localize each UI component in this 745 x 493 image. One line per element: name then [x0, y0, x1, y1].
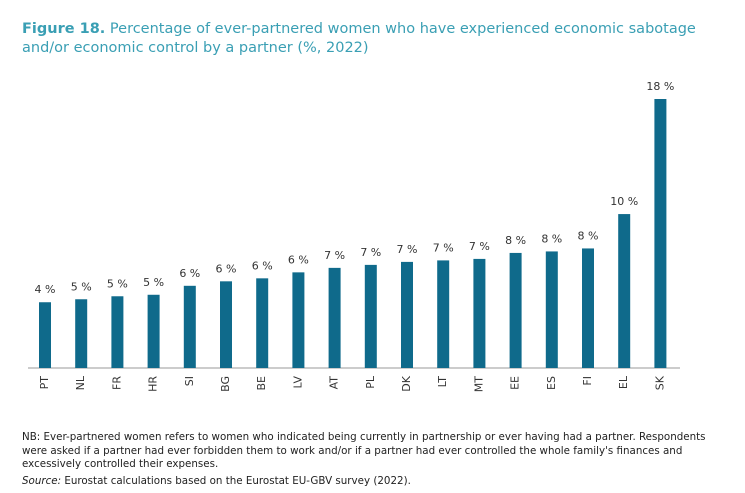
value-label: 18 % — [646, 80, 674, 93]
x-tick-label: ES — [545, 376, 558, 390]
note: NB: Ever-partnered women refers to women… — [22, 431, 706, 470]
bar — [147, 294, 160, 368]
x-tick-label: LT — [436, 376, 449, 388]
notes: NB: Ever-partnered women refers to women… — [22, 431, 722, 491]
x-tick-label: BG — [219, 376, 232, 392]
value-label: 7 % — [324, 249, 345, 262]
source-line: Source: Eurostat calculations based on t… — [22, 475, 722, 489]
source: Eurostat calculations based on the Euros… — [64, 474, 411, 487]
value-label: 7 % — [397, 243, 418, 256]
x-tick-label: EE — [509, 376, 522, 390]
bar — [545, 251, 558, 368]
value-label: 7 % — [433, 241, 454, 254]
value-label: 5 % — [71, 280, 92, 293]
x-tick-label: SK — [653, 375, 666, 390]
bar — [437, 260, 450, 368]
bar — [75, 299, 88, 368]
value-label: 7 % — [360, 246, 381, 259]
chart: 4 % PT 5 % NL 5 % FR 5 % HR 6 % SI 6 % BG 6 % BE 6 % LV… — [28, 80, 680, 392]
value-label: 8 % — [505, 234, 526, 247]
value-label: 6 % — [216, 262, 237, 275]
source-label: Source: — [22, 474, 62, 487]
title-text: Percentage of ever-partnered women who h… — [22, 21, 696, 56]
bar — [183, 285, 196, 368]
bar — [618, 214, 631, 368]
value-label: 6 % — [179, 267, 200, 280]
bar — [509, 252, 522, 368]
bar — [473, 258, 486, 368]
x-tick-label: DK — [400, 375, 413, 391]
x-tick-label: SI — [183, 376, 196, 386]
x-tick-label: FI — [581, 376, 594, 386]
bar — [220, 281, 232, 368]
value-label: 8 % — [578, 229, 599, 242]
value-label: 10 % — [610, 195, 638, 208]
bar — [292, 272, 305, 368]
x-tick-label: PL — [364, 375, 377, 389]
figure-label: Figure 18. — [22, 21, 106, 37]
value-label: 4 % — [35, 283, 56, 296]
value-label: 8 % — [541, 232, 562, 245]
x-tick-label: NL — [74, 375, 87, 390]
value-label: 6 % — [252, 259, 273, 272]
bar — [401, 261, 413, 368]
bar — [582, 248, 594, 368]
x-tick-label: BE — [255, 376, 268, 391]
chart-title: Figure 18. Percentage of ever-partnered … — [22, 20, 722, 58]
x-tick-label: AT — [328, 376, 341, 390]
value-label: 5 % — [107, 277, 128, 290]
x-tick-label: PT — [38, 376, 51, 390]
bar — [654, 99, 667, 368]
x-tick-label: HR — [147, 376, 160, 392]
bar — [39, 302, 51, 368]
value-label: 7 % — [469, 240, 490, 253]
bar — [364, 264, 377, 368]
bar — [256, 278, 269, 368]
bar — [328, 267, 341, 368]
x-tick-label: EL — [617, 375, 630, 389]
value-label: 6 % — [288, 253, 309, 266]
value-label: 5 % — [143, 276, 164, 289]
bar — [111, 296, 124, 368]
x-tick-label: FR — [110, 376, 123, 390]
x-tick-label: LV — [291, 376, 304, 389]
x-tick-label: MT — [472, 376, 485, 392]
